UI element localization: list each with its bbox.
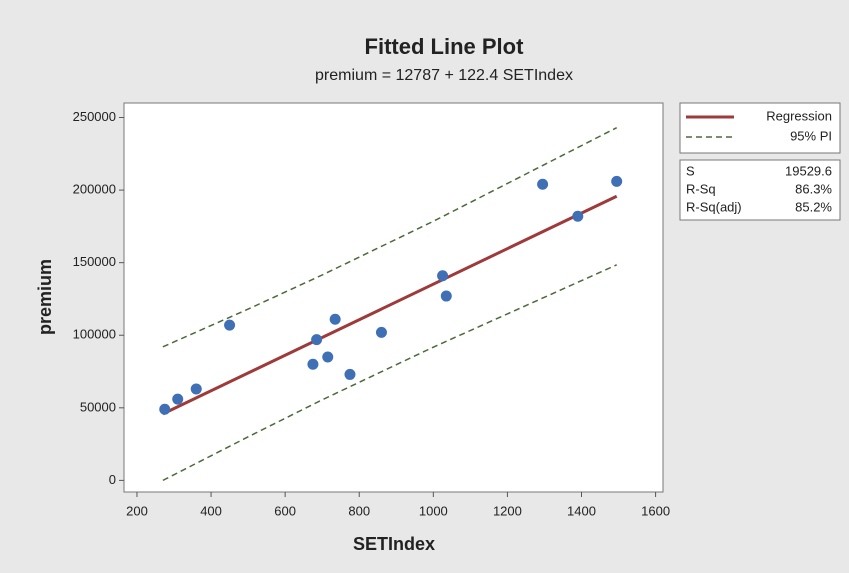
x-tick-label: 1000 bbox=[419, 503, 448, 518]
x-tick-label: 1400 bbox=[567, 503, 596, 518]
point bbox=[172, 394, 183, 405]
stat-label: S bbox=[686, 163, 695, 178]
point bbox=[611, 176, 622, 187]
x-tick-label: 1200 bbox=[493, 503, 522, 518]
point bbox=[376, 327, 387, 338]
x-tick-label: 600 bbox=[274, 503, 296, 518]
chart-title: Fitted Line Plot bbox=[365, 34, 525, 59]
point bbox=[344, 369, 355, 380]
x-tick-label: 1600 bbox=[641, 503, 670, 518]
stat-label: R-Sq(adj) bbox=[686, 199, 742, 214]
y-axis-label: premium bbox=[35, 259, 55, 335]
x-axis-label: SETIndex bbox=[353, 534, 435, 554]
y-tick-label: 50000 bbox=[80, 399, 116, 414]
legend-label: 95% PI bbox=[790, 128, 832, 143]
stat-label: R-Sq bbox=[686, 181, 716, 196]
point bbox=[191, 383, 202, 394]
x-tick-label: 200 bbox=[126, 503, 148, 518]
point bbox=[307, 359, 318, 370]
chart: Fitted Line Plot premium = 12787 + 122.4… bbox=[0, 0, 849, 573]
y-tick-label: 100000 bbox=[73, 327, 116, 342]
point bbox=[441, 291, 452, 302]
page: Fitted Line Plot premium = 12787 + 122.4… bbox=[0, 0, 849, 573]
stat-value: 85.2% bbox=[795, 199, 832, 214]
point bbox=[572, 211, 583, 222]
point bbox=[224, 320, 235, 331]
point bbox=[159, 404, 170, 415]
y-tick-label: 250000 bbox=[73, 109, 116, 124]
point bbox=[437, 270, 448, 281]
point bbox=[537, 179, 548, 190]
x-tick-label: 800 bbox=[348, 503, 370, 518]
stat-value: 19529.6 bbox=[785, 163, 832, 178]
point bbox=[311, 334, 322, 345]
x-tick-label: 400 bbox=[200, 503, 222, 518]
chart-subtitle: premium = 12787 + 122.4 SETIndex bbox=[315, 67, 573, 84]
legend-label: Regression bbox=[766, 108, 832, 123]
point bbox=[322, 352, 333, 363]
y-tick-label: 150000 bbox=[73, 254, 116, 269]
point bbox=[330, 314, 341, 325]
plot-area bbox=[124, 103, 663, 492]
y-tick-label: 200000 bbox=[73, 182, 116, 197]
y-tick-label: 0 bbox=[109, 472, 116, 487]
stat-value: 86.3% bbox=[795, 181, 832, 196]
